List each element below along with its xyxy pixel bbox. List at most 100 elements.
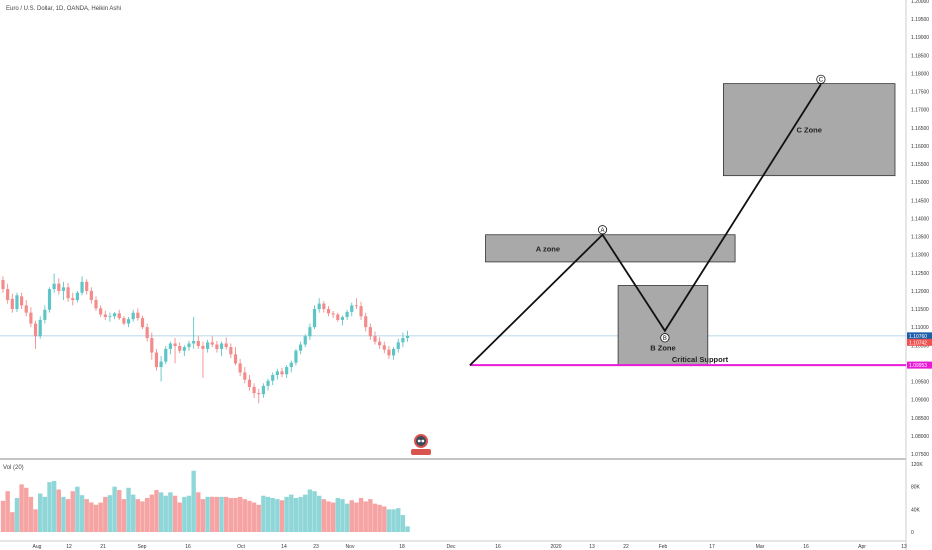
candle-body: [354, 305, 358, 307]
candle-body: [94, 299, 98, 309]
candle-body: [378, 341, 382, 346]
candle-body: [312, 309, 317, 328]
zone-box[interactable]: [723, 83, 896, 177]
projection-path[interactable]: [469, 83, 822, 366]
zone-box[interactable]: [617, 285, 709, 366]
volume-bar: [158, 492, 164, 532]
time-tick-label: 12: [66, 544, 72, 550]
volume-bar: [307, 489, 313, 532]
volume-tick-label: 80K: [911, 485, 921, 491]
volume-bar: [368, 499, 373, 532]
volume-bar: [112, 486, 117, 532]
volume-bar: [56, 489, 61, 532]
price-tag-label: 1.10742: [909, 340, 927, 346]
price-tag: [907, 332, 932, 340]
candle-body: [257, 393, 261, 395]
candle-body: [224, 343, 228, 348]
candle-body: [392, 348, 396, 356]
volume-bar: [28, 496, 34, 532]
critical-support-label: Critical Support: [672, 355, 729, 364]
candle-body: [382, 345, 386, 350]
volume-axis-labels: 120K 80K 40K 0: [911, 462, 923, 536]
time-tick-label: Sep: [138, 544, 147, 550]
volume-bar: [224, 496, 229, 532]
volume-bar: [293, 498, 299, 532]
wave-point-label: C: [819, 78, 824, 84]
volume-bar: [154, 490, 159, 532]
volume-bar: [298, 496, 303, 532]
candle-body: [233, 354, 238, 364]
volume-bar: [182, 496, 187, 532]
volume-bar: [214, 496, 220, 532]
volume-bar: [103, 496, 108, 532]
candle-body: [229, 347, 233, 355]
time-tick-label: 14: [281, 544, 287, 550]
candle-body: [6, 289, 10, 300]
candle-body: [122, 318, 126, 324]
candle-body: [387, 349, 391, 356]
price-tick-label: 1.07500: [911, 452, 929, 458]
candle-body: [359, 306, 363, 317]
candle-body: [33, 323, 38, 337]
candle-body: [271, 374, 275, 381]
candle-body: [99, 308, 103, 315]
volume-tick-label: 40K: [911, 507, 921, 513]
volume-bar: [377, 504, 382, 532]
time-tick-label: 18: [399, 544, 405, 550]
wave-point-label: A: [600, 228, 604, 234]
candle-body: [266, 380, 270, 386]
candle-body: [303, 336, 307, 345]
volume-bar: [47, 482, 52, 532]
volume-tick-label: 0: [911, 530, 914, 536]
candle-body: [405, 335, 410, 339]
volume-bar: [163, 495, 168, 532]
volume-bar: [372, 503, 378, 532]
time-tick-label: Nov: [346, 544, 355, 550]
candle-body: [103, 314, 107, 318]
candle-body: [219, 343, 224, 349]
price-tick-label: 1.19500: [911, 17, 929, 23]
volume-tick-label: 120K: [911, 462, 923, 468]
volume-bar: [144, 498, 150, 532]
time-tick-label: Oct: [237, 544, 245, 550]
candle-body: [108, 316, 112, 318]
volume-bar: [79, 495, 85, 532]
price-tick-label: 1.15500: [911, 162, 929, 168]
volume-bar: [140, 501, 145, 532]
candle-body: [210, 342, 214, 345]
candle-body: [340, 317, 345, 320]
price-tag-label: 1.10760: [909, 334, 927, 340]
candle-body: [196, 340, 200, 347]
volume-bar: [382, 506, 387, 532]
tradingview-logo: [411, 434, 431, 455]
volume-bar: [386, 509, 392, 532]
candle-body: [10, 298, 14, 310]
volume-bar: [186, 495, 192, 532]
volume-bar: [89, 502, 94, 532]
candle-body: [182, 347, 186, 351]
candle-body: [201, 346, 205, 349]
candle-body: [80, 281, 84, 293]
chart-title: Euro / U.S. Dollar, 1D, OANDA, Heikin As…: [6, 6, 121, 12]
candle-body: [43, 309, 47, 320]
time-tick-label: Mar: [756, 544, 765, 550]
candle-body: [247, 379, 252, 387]
projection-zones[interactable]: A zone B Zone C Zone: [485, 83, 896, 366]
volume-bar: [38, 493, 43, 532]
volume-bar: [251, 502, 257, 532]
candle-body: [238, 363, 242, 373]
volume-bar: [98, 502, 103, 532]
volume-bar: [172, 495, 178, 532]
time-tick-label: 13: [901, 544, 907, 550]
candle-body: [164, 348, 168, 362]
candle-body: [57, 283, 61, 291]
candle-body: [136, 312, 140, 319]
price-tick-label: 1.16000: [911, 144, 929, 150]
price-tick-label: 1.18500: [911, 53, 929, 59]
zone-label: B Zone: [650, 344, 675, 353]
price-tick-label: 1.18000: [911, 71, 929, 77]
price-tick-label: 1.20000: [911, 0, 929, 5]
price-tick-label: 1.12000: [911, 289, 929, 295]
time-tick-label: 16: [185, 544, 191, 550]
